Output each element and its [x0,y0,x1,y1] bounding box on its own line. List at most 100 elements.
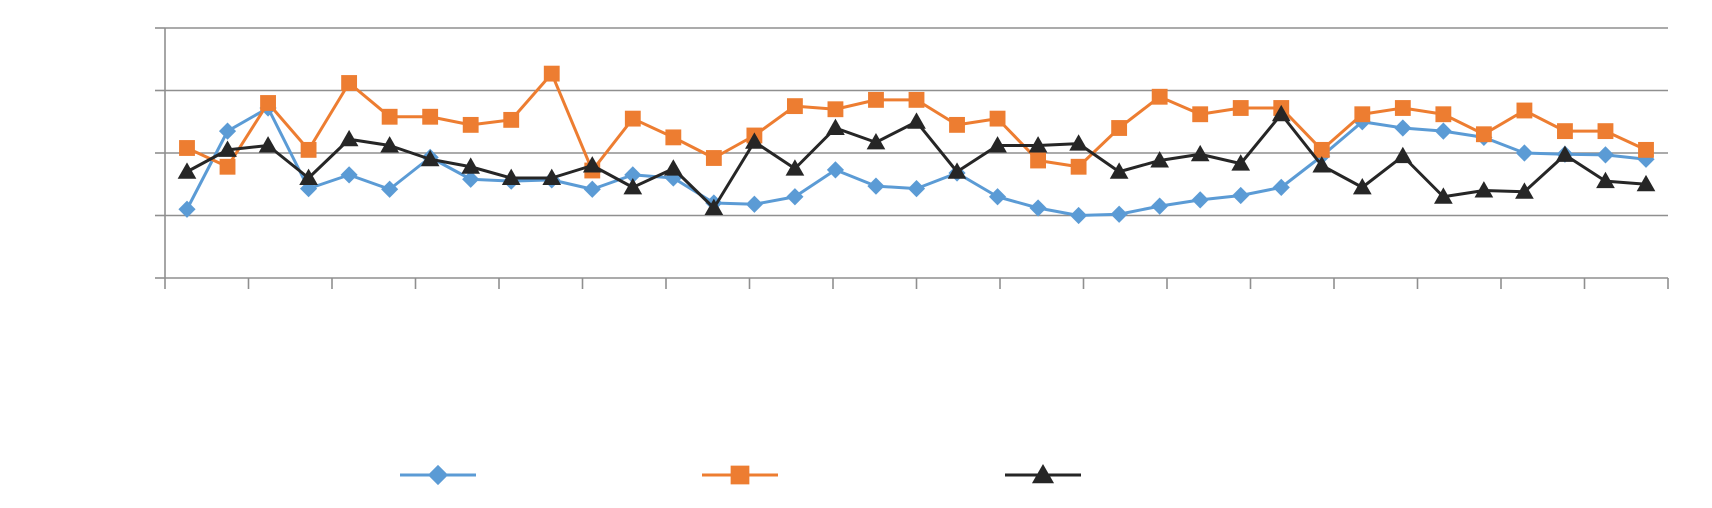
series-2-point [503,111,520,128]
series-2-point [989,110,1006,127]
series-3 [177,104,1656,216]
series-1-point [462,170,480,188]
series-1-point [381,180,399,198]
series-1-point [907,180,926,198]
series-2-point [868,91,884,108]
series-1-point [1515,144,1533,162]
series-2-point [1030,152,1047,169]
series-2-point [1394,100,1411,116]
series-2-point [1111,120,1128,136]
series-3-point [1069,134,1088,151]
series-3-point [1555,145,1575,162]
series-3-point [380,136,399,153]
series-1-point [340,166,358,184]
gridlines [165,27,1668,279]
legend [400,463,1081,486]
series-3-point [1312,156,1332,173]
series-2-point [1638,141,1654,158]
series-1-point [1070,206,1088,225]
series-3-point [704,198,724,216]
series-1-point [1110,205,1128,223]
series-1-point [624,166,642,184]
series-2-point [1475,126,1492,143]
series-1-point [786,188,804,206]
series-2-point [219,158,236,175]
series-1-point [1434,122,1452,140]
series-3-point [866,133,886,150]
series-3-point [1109,162,1129,179]
series-2-point [1151,88,1168,105]
series-2-point [1313,141,1330,158]
series-3-point [1393,146,1413,164]
series-3-point [582,156,602,173]
series-3-point [1150,151,1170,168]
series-1-point [867,177,885,195]
series-3-point [339,129,359,147]
series-3-point [177,162,197,179]
series-3-point [988,136,1007,153]
series-2-point [1232,100,1249,116]
series-3-point [420,149,440,167]
series-3-point [1434,187,1453,204]
series-1-point [178,200,196,218]
series-3-point [218,140,237,157]
series-3-point [1231,154,1251,171]
axes [155,27,1669,289]
series-2-point [1557,123,1573,140]
series-1-point [218,122,237,140]
series-2-point [705,150,722,166]
series-2-point [665,129,682,146]
series-3-point [826,118,845,136]
series-1-point [1191,191,1209,209]
series-3-point [542,168,562,186]
series-2-point [786,98,803,115]
series-2-point [300,141,317,158]
series-1-point [745,195,763,213]
legend-marker-1 [427,464,449,486]
legend-marker-2 [730,465,750,485]
series-1-point [1394,119,1412,137]
series-1-point [988,188,1007,206]
series-2-point [1070,158,1087,175]
series-3-point [907,112,926,129]
series-3-point [663,159,683,176]
series-3-point [623,178,643,195]
series-1-point [664,169,682,187]
series-2-point [260,95,276,111]
series-2-point [422,108,439,125]
series-2-point [908,91,925,108]
legend-marker-3 [1031,463,1055,484]
series-3-point [947,162,967,179]
series-2-point [543,65,560,82]
series-3-point [745,132,764,149]
series-1-point [1637,150,1655,168]
series-layer [177,65,1656,225]
series-2-point [949,116,965,133]
series-2-point [462,116,479,133]
series-3-point [1636,174,1656,192]
series-3-point [258,136,278,153]
series-2-point [1192,106,1209,123]
series-2-point [1354,106,1371,123]
series-3-point [461,157,481,174]
series-1-point [1029,199,1047,217]
series-3-point [1352,178,1372,195]
series-2-point [624,110,641,127]
series-2-point [1435,106,1452,123]
series-3-point [1028,136,1048,153]
series-2-point [1516,102,1533,119]
series-3-point [1271,104,1291,122]
series-1-point [1272,178,1290,196]
series-1-point [1596,146,1615,164]
series-1-point [1151,197,1169,215]
series-3-point [299,168,318,186]
series-3-point [1190,144,1210,162]
series-3-point [1474,181,1494,198]
series-1-point [826,161,845,179]
series-2-point [827,101,844,118]
series-3-point [501,168,521,186]
series-2-point [341,75,358,91]
series-3-point [1596,171,1615,189]
series-1-point [583,180,601,198]
